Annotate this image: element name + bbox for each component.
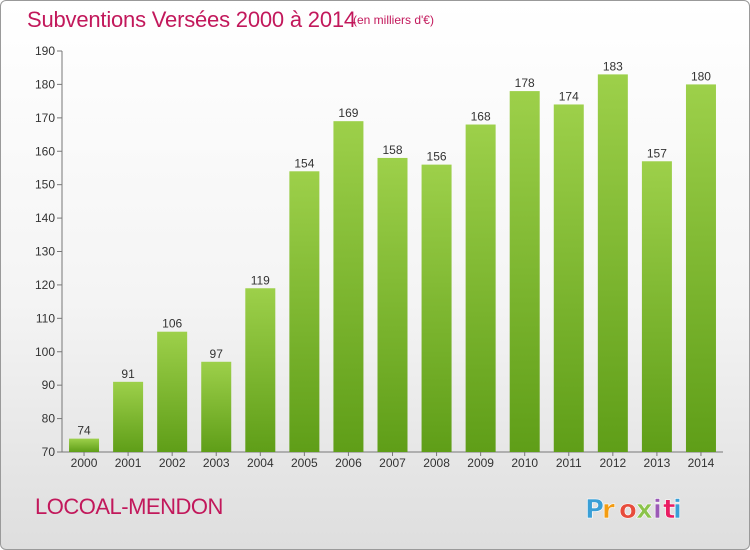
- x-tick-label: 2008: [423, 456, 450, 470]
- y-tick-label: 90: [42, 378, 56, 392]
- bar-2010: [509, 91, 540, 452]
- logo-letter: o: [619, 495, 637, 525]
- y-tick-label: 170: [35, 111, 55, 125]
- bar-2007: [377, 157, 408, 452]
- value-label-2002: 106: [162, 317, 182, 331]
- proxiti-logo: Pr o x i ti: [585, 495, 683, 526]
- x-tick-label: 2001: [115, 456, 142, 470]
- y-tick-label: 130: [35, 245, 55, 259]
- bar-2004: [245, 288, 276, 452]
- chart-title: Subventions Versées 2000 à 2014: [27, 7, 356, 32]
- value-label-2006: 169: [338, 106, 358, 120]
- chart-axes: 70 80 90 100 110 120 130 140 150 160 170 180 190: [35, 44, 723, 459]
- value-label-2011: 174: [559, 89, 579, 103]
- x-tick-label: 2014: [688, 456, 715, 470]
- bar-2014: [685, 84, 716, 453]
- x-tick-label: 2011: [556, 456, 582, 470]
- y-tick-label: 190: [35, 44, 55, 58]
- x-tick-label: 2005: [291, 456, 318, 470]
- x-tick-label: 2006: [335, 456, 362, 470]
- value-label-2014: 180: [691, 69, 711, 83]
- bar-2006: [333, 121, 364, 453]
- value-label-2005: 154: [294, 156, 314, 170]
- bar-2009: [465, 124, 496, 453]
- value-label-2007: 158: [382, 143, 402, 157]
- x-tick-label: 2004: [247, 456, 274, 470]
- value-label-2012: 183: [603, 59, 623, 73]
- bar-2002: [157, 331, 188, 452]
- y-tick-label: 70: [42, 445, 56, 459]
- y-tick-label: 120: [35, 278, 55, 292]
- chart-unit: (en milliers d'€): [353, 13, 434, 27]
- value-label-2013: 157: [647, 146, 667, 160]
- commune-name: LOCOAL-MENDON: [35, 494, 223, 519]
- chart-labels: 2000 74 2001 91 2002 106 2003 97 2004 119 2005 154 2…: [71, 59, 715, 470]
- value-label-2003: 97: [210, 347, 224, 361]
- y-tick-label: 110: [36, 311, 55, 325]
- logo-letter: i: [653, 495, 662, 525]
- x-tick-label: 2002: [159, 456, 186, 470]
- bar-2008: [421, 164, 452, 452]
- value-label-2008: 156: [427, 150, 447, 164]
- bar-2003: [201, 361, 232, 452]
- bar-2000: [69, 438, 100, 452]
- y-tick-label: 150: [35, 178, 55, 192]
- chart-bars: [69, 74, 716, 453]
- x-tick-label: 2012: [599, 456, 626, 470]
- bar-2011: [553, 104, 584, 452]
- logo-letter: t: [663, 495, 675, 525]
- logo-letter: r: [602, 495, 615, 525]
- value-label-2004: 119: [251, 273, 270, 287]
- x-tick-label: 2003: [203, 456, 230, 470]
- y-tick-label: 160: [35, 144, 55, 158]
- value-label-2001: 91: [121, 367, 135, 381]
- x-tick-label: 2013: [644, 456, 671, 470]
- x-tick-label: 2007: [379, 456, 406, 470]
- bar-2013: [641, 161, 672, 452]
- logo-letter: x: [636, 495, 653, 525]
- y-tick-label: 180: [35, 77, 55, 91]
- y-tick-label: 140: [35, 211, 55, 225]
- x-tick-label: 2010: [511, 456, 538, 470]
- bar-2005: [289, 171, 320, 453]
- logo-letter: P: [585, 495, 604, 525]
- y-tick-label: 100: [35, 345, 55, 359]
- x-tick-label: 2000: [71, 456, 98, 470]
- bar-2001: [113, 381, 144, 452]
- value-label-2010: 178: [515, 76, 535, 90]
- value-label-2009: 168: [471, 110, 491, 124]
- x-tick-label: 2009: [467, 456, 494, 470]
- bar-2012: [597, 74, 628, 453]
- y-tick-label: 80: [42, 412, 56, 426]
- logo-letter: i: [673, 495, 682, 525]
- value-label-2000: 74: [77, 424, 91, 438]
